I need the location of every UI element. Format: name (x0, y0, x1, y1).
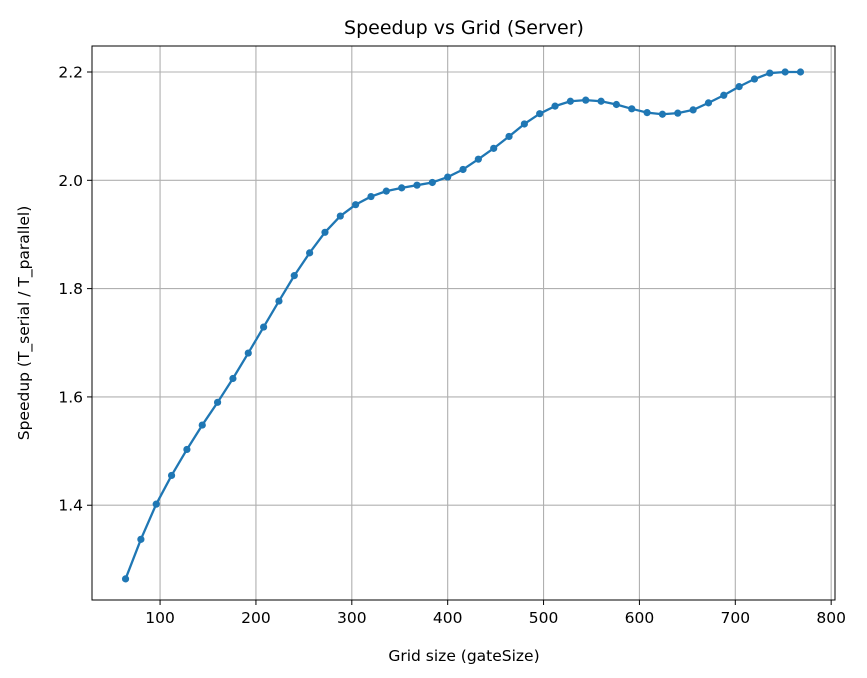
data-point (628, 105, 636, 113)
data-point (260, 323, 268, 331)
data-point (689, 106, 697, 114)
y-tick-label: 2.2 (58, 63, 83, 81)
data-point (352, 201, 360, 209)
data-point (551, 102, 559, 110)
data-point (198, 421, 206, 429)
data-point (321, 228, 329, 236)
data-point (735, 83, 743, 91)
data-point (520, 120, 528, 128)
data-point (167, 471, 176, 480)
data-point (444, 173, 452, 181)
x-axis-ticks: 100 200 300 400 500 600 700 800 (145, 600, 846, 627)
x-tick-label: 500 (529, 609, 559, 627)
data-point (367, 192, 375, 201)
data-point (474, 155, 482, 163)
data-point (306, 249, 314, 257)
data-point (658, 110, 667, 118)
data-point (244, 349, 252, 357)
data-point (382, 187, 390, 195)
data-point (612, 100, 621, 109)
x-tick-label: 300 (337, 609, 367, 627)
data-point (490, 144, 498, 152)
data-point (336, 212, 344, 220)
data-point (121, 575, 130, 583)
y-axis-ticks: 1.4 1.6 1.8 2.0 2.2 (58, 63, 92, 515)
series-speedup (121, 68, 805, 583)
data-point (704, 99, 713, 107)
data-point (229, 374, 237, 383)
data-point (152, 500, 160, 508)
x-tick-label: 200 (241, 609, 271, 627)
data-point (766, 69, 774, 77)
data-point (750, 75, 759, 83)
data-point (597, 97, 605, 105)
y-axis-label: Speedup (T_serial / T_parallel) (15, 206, 34, 441)
data-point (536, 110, 544, 118)
data-point (643, 109, 651, 117)
data-point (505, 132, 513, 141)
chart-title: Speedup vs Grid (Server) (344, 17, 584, 39)
y-tick-label: 1.6 (58, 388, 83, 406)
data-point (674, 109, 682, 117)
data-point (398, 184, 406, 192)
data-point (413, 181, 421, 189)
x-tick-label: 700 (720, 609, 750, 627)
y-tick-label: 1.8 (58, 280, 83, 298)
y-tick-label: 2.0 (58, 172, 83, 190)
data-point (781, 68, 789, 76)
y-tick-label: 1.4 (58, 497, 83, 515)
x-tick-label: 600 (625, 609, 655, 627)
series-line (124, 70, 802, 581)
data-point (796, 68, 805, 76)
data-point (566, 97, 574, 105)
x-tick-label: 400 (433, 609, 463, 627)
plot-frame (91, 45, 836, 601)
x-tick-label: 800 (816, 609, 846, 627)
x-tick-label: 100 (145, 609, 175, 627)
data-point (137, 535, 145, 543)
data-point (213, 398, 222, 406)
data-point (459, 165, 467, 174)
data-point (428, 178, 436, 187)
x-axis-label: Grid size (gateSize) (388, 647, 539, 665)
data-point (582, 96, 590, 104)
data-point (720, 91, 728, 99)
grid-lines (92, 46, 835, 600)
data-point (275, 297, 283, 305)
data-point (290, 272, 298, 280)
data-point (183, 445, 191, 454)
